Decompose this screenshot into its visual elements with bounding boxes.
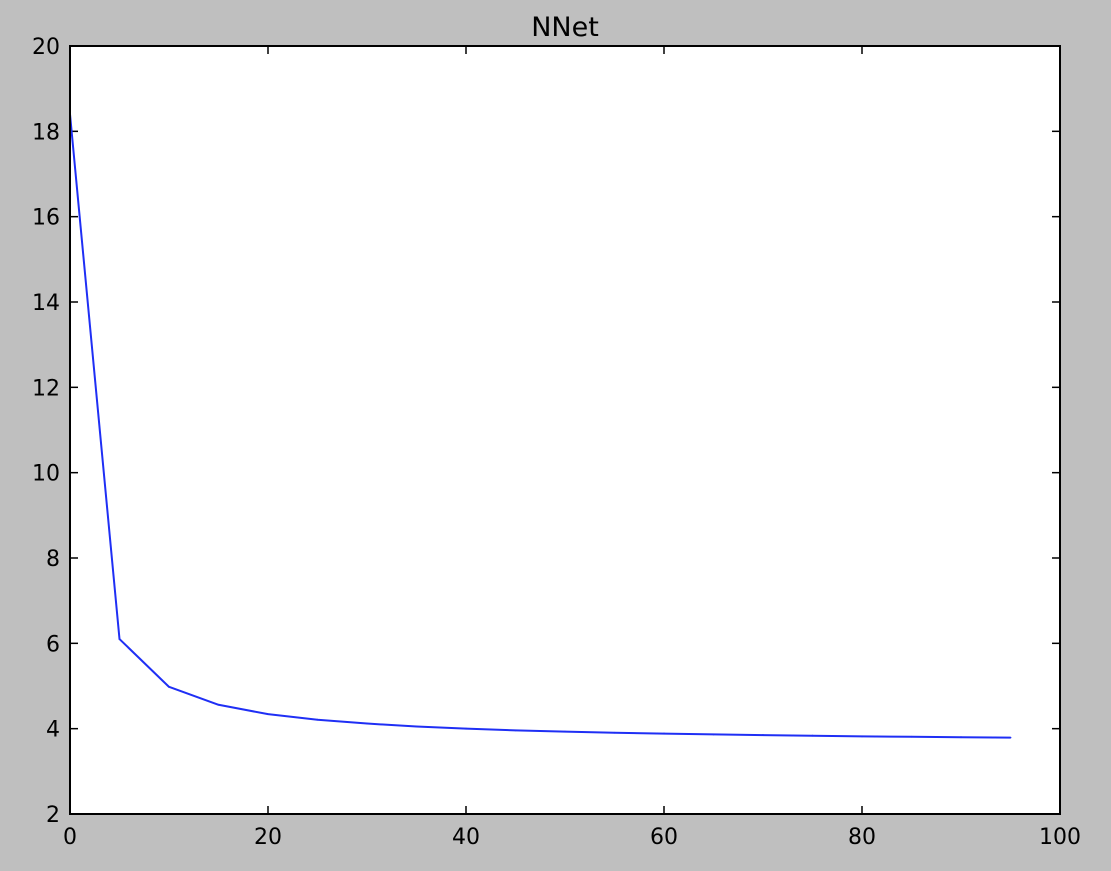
data-point [118, 638, 121, 640]
tick-labels-layer: 0 20 40 60 80 100 2 4 6 8 10 12 14 16 18 20 [32, 35, 1081, 850]
x-tick-label: 100 [1039, 825, 1081, 850]
data-point [811, 734, 814, 737]
data-point [1009, 736, 1012, 739]
data-point [564, 730, 566, 733]
data-point [712, 733, 715, 736]
y-tick-label: 4 [46, 718, 60, 743]
data-point [613, 731, 616, 734]
data-point [366, 722, 368, 725]
x-tick-label: 20 [254, 825, 282, 850]
data-point [910, 735, 913, 738]
y-tick-label: 2 [46, 803, 60, 828]
series-line [69, 114, 1011, 739]
plot-area [70, 46, 1060, 814]
y-tick-label: 10 [32, 462, 60, 487]
y-tick-label: 8 [46, 547, 60, 572]
data-point [960, 736, 962, 739]
x-tick-label: 60 [650, 825, 678, 850]
y-tick-label: 16 [32, 206, 60, 231]
chart-title: NNet [531, 12, 599, 43]
plot-frame [69, 45, 1061, 815]
data-point [762, 734, 764, 736]
y-tick-label: 20 [32, 35, 60, 60]
data-point [465, 727, 467, 730]
y-tick-label: 18 [32, 120, 60, 145]
data-point [217, 703, 220, 706]
x-tick-label: 0 [63, 825, 77, 850]
x-tick-label: 80 [848, 825, 876, 850]
data-point [316, 718, 319, 721]
data-point [663, 732, 665, 735]
data-point [415, 725, 418, 728]
y-tick-label: 14 [32, 291, 60, 316]
x-tick-label: 40 [452, 825, 480, 850]
data-point [514, 729, 517, 732]
data-point [168, 685, 170, 688]
data-point [861, 735, 863, 738]
y-tick-label: 6 [46, 632, 60, 657]
y-tick-label: 12 [32, 376, 60, 401]
data-point [267, 713, 269, 716]
